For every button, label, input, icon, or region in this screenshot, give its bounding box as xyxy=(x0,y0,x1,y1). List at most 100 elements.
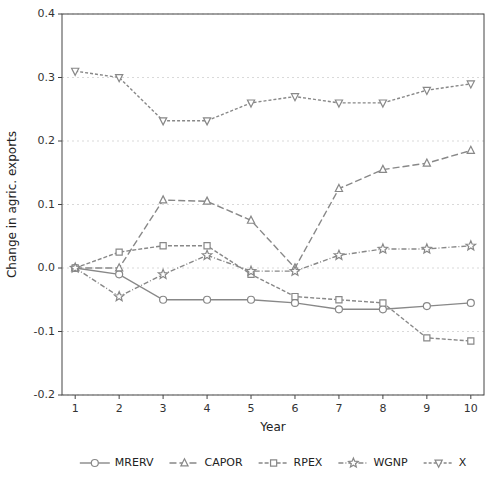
x-tick-label: 5 xyxy=(248,402,255,415)
point xyxy=(160,196,167,203)
point xyxy=(335,306,342,313)
x-tick-label: 8 xyxy=(379,402,386,415)
point xyxy=(246,266,256,275)
point xyxy=(158,269,168,278)
point xyxy=(422,244,432,253)
point xyxy=(203,197,210,204)
point xyxy=(204,243,210,249)
legend-item: X xyxy=(424,456,467,469)
x-tick-label: 10 xyxy=(464,402,478,415)
point xyxy=(379,165,386,172)
legend: MRERV CAPOR RPEX WGNP X xyxy=(80,456,467,469)
x-tick xyxy=(426,395,427,399)
point xyxy=(114,292,124,301)
x-tick-label: 4 xyxy=(204,402,211,415)
point xyxy=(160,243,166,249)
y-tick xyxy=(58,77,62,78)
x-tick xyxy=(119,395,120,399)
legend-marker xyxy=(435,460,442,467)
point xyxy=(380,300,386,306)
x-axis-label: Year xyxy=(259,420,285,434)
y-tick xyxy=(58,14,62,15)
series-line xyxy=(75,246,471,341)
point xyxy=(247,216,254,223)
x-tick xyxy=(382,395,383,399)
x-tick-label: 9 xyxy=(423,402,430,415)
x-tick-label: 7 xyxy=(335,402,342,415)
series-line xyxy=(75,246,471,297)
point xyxy=(424,335,430,341)
legend-label: CAPOR xyxy=(204,456,242,469)
point xyxy=(467,146,474,153)
point xyxy=(467,299,474,306)
series xyxy=(72,243,474,344)
legend-item: WGNP xyxy=(338,456,408,469)
legend-item: RPEX xyxy=(259,456,323,469)
point xyxy=(202,250,212,259)
y-tick-label: 0.2 xyxy=(38,134,56,147)
grid-line xyxy=(62,141,484,142)
x-tick xyxy=(163,395,164,399)
point xyxy=(247,100,254,107)
x-tick xyxy=(338,395,339,399)
point xyxy=(160,296,167,303)
x-tick-label: 2 xyxy=(116,402,123,415)
legend-label: RPEX xyxy=(294,456,323,469)
legend-label: X xyxy=(459,456,467,469)
plot-frame xyxy=(62,14,484,395)
point xyxy=(292,294,298,300)
grid-line xyxy=(62,204,484,205)
series xyxy=(72,68,475,125)
grid xyxy=(62,14,484,395)
legend-marker xyxy=(271,460,277,466)
legend-item: MRERV xyxy=(80,456,154,469)
x-tick xyxy=(75,395,76,399)
point xyxy=(70,263,80,272)
legend-marker xyxy=(91,460,98,467)
point xyxy=(423,159,430,166)
legend-label: MRERV xyxy=(115,456,154,469)
point xyxy=(466,241,476,250)
series xyxy=(72,146,475,271)
point xyxy=(291,94,298,101)
point xyxy=(290,266,300,275)
point xyxy=(467,81,474,88)
x-tick-label: 3 xyxy=(160,402,167,415)
legend-label: WGNP xyxy=(373,456,408,469)
point xyxy=(379,306,386,313)
point xyxy=(116,249,122,255)
y-tick xyxy=(58,204,62,205)
series xyxy=(72,265,475,313)
point xyxy=(379,100,386,107)
x-tick xyxy=(294,395,295,399)
x-tick xyxy=(207,395,208,399)
series-line xyxy=(75,71,471,121)
point xyxy=(423,303,430,310)
x-tick xyxy=(251,395,252,399)
y-tick-label: -0.2 xyxy=(34,388,55,401)
series xyxy=(70,241,475,301)
y-tick-label: 0.0 xyxy=(38,261,56,274)
grid-line xyxy=(62,331,484,332)
point xyxy=(423,87,430,94)
y-tick xyxy=(58,268,62,269)
point xyxy=(334,250,344,259)
grid-line xyxy=(62,268,484,269)
point xyxy=(72,68,79,75)
point xyxy=(116,264,123,271)
point xyxy=(336,297,342,303)
chart: -0.2-0.10.00.10.20.30.412345678910YearCh… xyxy=(0,0,500,479)
point xyxy=(468,338,474,344)
legend-item: CAPOR xyxy=(169,456,242,469)
y-tick xyxy=(58,141,62,142)
point xyxy=(116,271,123,278)
legend-marker xyxy=(181,459,188,466)
grid-line xyxy=(62,77,484,78)
x-tick xyxy=(470,395,471,399)
point xyxy=(335,100,342,107)
point xyxy=(378,244,388,253)
y-axis-label: Change in agric. exports xyxy=(5,131,19,278)
y-tick xyxy=(58,331,62,332)
x-tick-label: 1 xyxy=(72,402,79,415)
y-tick-label: 0.3 xyxy=(38,71,56,84)
